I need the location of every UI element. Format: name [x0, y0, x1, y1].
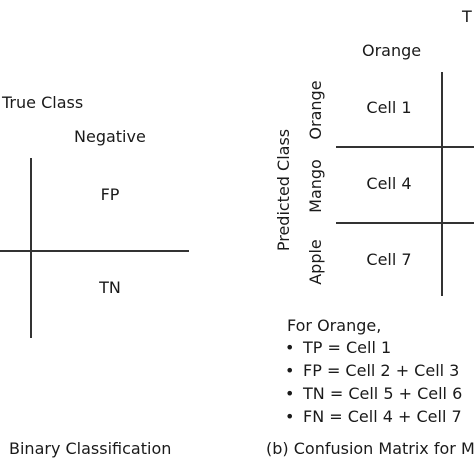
cell-1: Cell 1 — [366, 98, 412, 117]
matrix-b-horizontal-divider-2 — [336, 222, 474, 224]
predicted-class-axis-label: Predicted Class — [274, 128, 293, 252]
note-fp: FP = Cell 2 + Cell 3 — [283, 359, 462, 382]
matrix-b-vertical-divider — [441, 72, 443, 296]
note-tn: TN = Cell 5 + Cell 6 — [283, 382, 462, 405]
true-class-label: True Class — [2, 93, 84, 112]
note-tp: TP = Cell 1 — [283, 336, 462, 359]
negative-column-header: Negative — [74, 127, 146, 146]
row-label-apple: Apple — [306, 239, 325, 285]
cell-fp: FP — [100, 185, 120, 204]
notes-title: For Orange, — [287, 316, 382, 335]
orange-column-header: Orange — [362, 41, 422, 60]
metric-definitions-list: TP = Cell 1 FP = Cell 2 + Cell 3 TN = Ce… — [283, 336, 462, 428]
cell-7: Cell 7 — [366, 250, 412, 269]
matrix-a-horizontal-divider — [0, 250, 189, 252]
matrix-b-horizontal-divider-1 — [336, 146, 474, 148]
note-fn: FN = Cell 4 + Cell 7 — [283, 405, 462, 428]
matrix-a-vertical-divider — [30, 158, 32, 338]
caption-a: Binary Classification — [9, 439, 172, 458]
cell-4: Cell 4 — [366, 174, 412, 193]
row-label-mango: Mango — [306, 159, 325, 213]
true-class-label-fragment: T — [462, 7, 472, 26]
row-label-orange: Orange — [306, 80, 325, 140]
cell-tn: TN — [99, 278, 121, 297]
caption-b: (b) Confusion Matrix for M — [266, 439, 474, 458]
